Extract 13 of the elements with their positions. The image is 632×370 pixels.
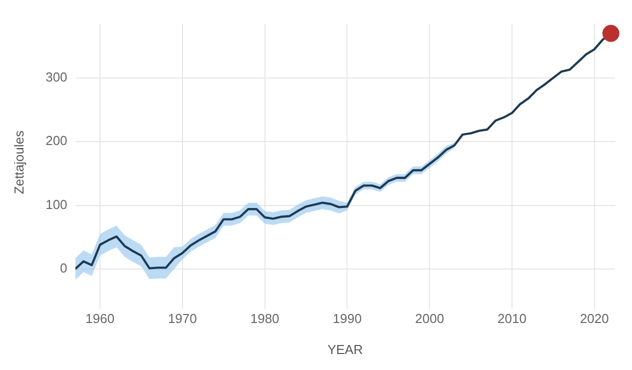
y-tick-label: 100: [46, 196, 68, 212]
y-tick-label: 0: [60, 260, 68, 276]
y-tick-label: 200: [46, 133, 68, 148]
x-tick-label: 1990: [332, 311, 362, 326]
x-tick-label: 1970: [168, 311, 197, 326]
x-tick-label: 1980: [250, 311, 280, 326]
x-axis-title: YEAR: [327, 342, 363, 357]
x-tick-label: 1960: [86, 311, 114, 326]
x-tick-label: 2020: [580, 311, 609, 326]
x-tick-label: 2010: [498, 311, 526, 326]
y-tick-label: 300: [46, 70, 68, 85]
x-tick-label: 2000: [415, 311, 444, 326]
y-axis-title: Zettajoules: [11, 130, 26, 194]
